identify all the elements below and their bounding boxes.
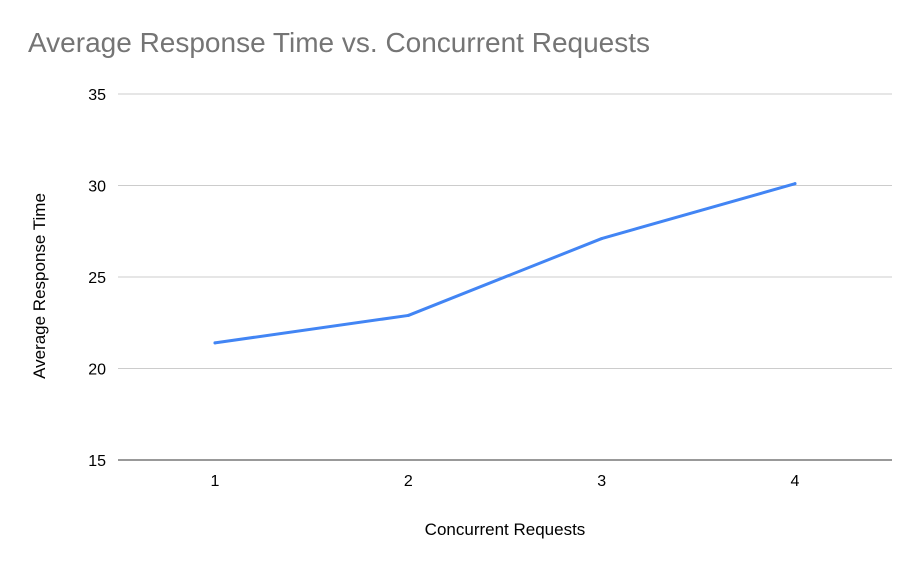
x-axis-title: Concurrent Requests (425, 520, 586, 539)
series-line-0 (213, 182, 797, 345)
data-point-2 (406, 313, 410, 317)
y-tick-label-20: 20 (88, 362, 106, 379)
y-tick-labels: 15 20 25 30 35 (88, 87, 106, 470)
y-axis-title: Average Response Time (30, 193, 49, 379)
y-tick-label-25: 25 (88, 270, 106, 287)
chart-title: Average Response Time vs. Concurrent Req… (28, 27, 651, 58)
y-tick-label-15: 15 (88, 453, 106, 470)
y-tick-label-30: 30 (88, 179, 106, 196)
x-tick-label-3: 3 (597, 473, 606, 490)
data-point-1 (213, 341, 217, 345)
x-tick-label-4: 4 (791, 473, 800, 490)
series-layer (213, 182, 797, 345)
y-tick-label-35: 35 (88, 87, 106, 104)
x-tick-label-1: 1 (211, 473, 220, 490)
x-tick-labels: 1 2 3 4 (211, 473, 800, 490)
data-point-3 (600, 237, 604, 241)
data-point-4 (793, 182, 797, 186)
x-tick-label-2: 2 (404, 473, 413, 490)
